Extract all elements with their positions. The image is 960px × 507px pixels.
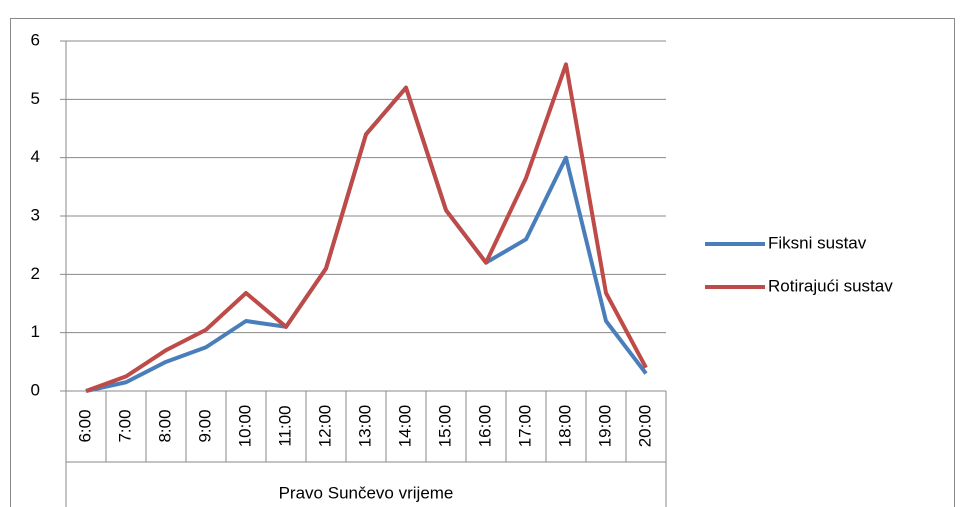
x-axis-title: Pravo Sunčevo vrijeme: [279, 483, 454, 502]
line-series: [85, 62, 648, 393]
x-tick-label: 14:00: [395, 405, 414, 448]
y-tick-label: 6: [31, 30, 40, 49]
y-tick-label: 3: [31, 205, 40, 224]
x-tick-label: 16:00: [475, 405, 494, 448]
y-tick-label: 2: [31, 264, 40, 283]
x-tick-label: 18:00: [555, 405, 574, 448]
legend-label: Fiksni sustav: [768, 233, 867, 252]
chart-frame: [10, 18, 955, 507]
y-tick-label: 1: [31, 322, 40, 341]
x-tick-label: 7:00: [115, 409, 134, 442]
x-tick-label: 12:00: [315, 405, 334, 448]
x-tick-label: 20:00: [635, 405, 654, 448]
x-tick-label: 10:00: [235, 405, 254, 448]
x-tick-label: 8:00: [155, 409, 174, 442]
x-tick-label: 15:00: [435, 405, 454, 448]
legend-label: Rotirajući sustav: [768, 276, 893, 295]
x-tick-label: 11:00: [275, 405, 294, 446]
x-tick-label: 19:00: [595, 405, 614, 448]
y-tick-label: 4: [31, 147, 40, 166]
y-tick-label: 5: [31, 89, 40, 108]
x-tick-label: 6:00: [75, 409, 94, 442]
y-tick-label: 0: [31, 380, 40, 399]
x-tick-label: 9:00: [195, 409, 214, 442]
x-tick-label: 17:00: [515, 405, 534, 448]
x-tick-label: 13:00: [355, 405, 374, 448]
